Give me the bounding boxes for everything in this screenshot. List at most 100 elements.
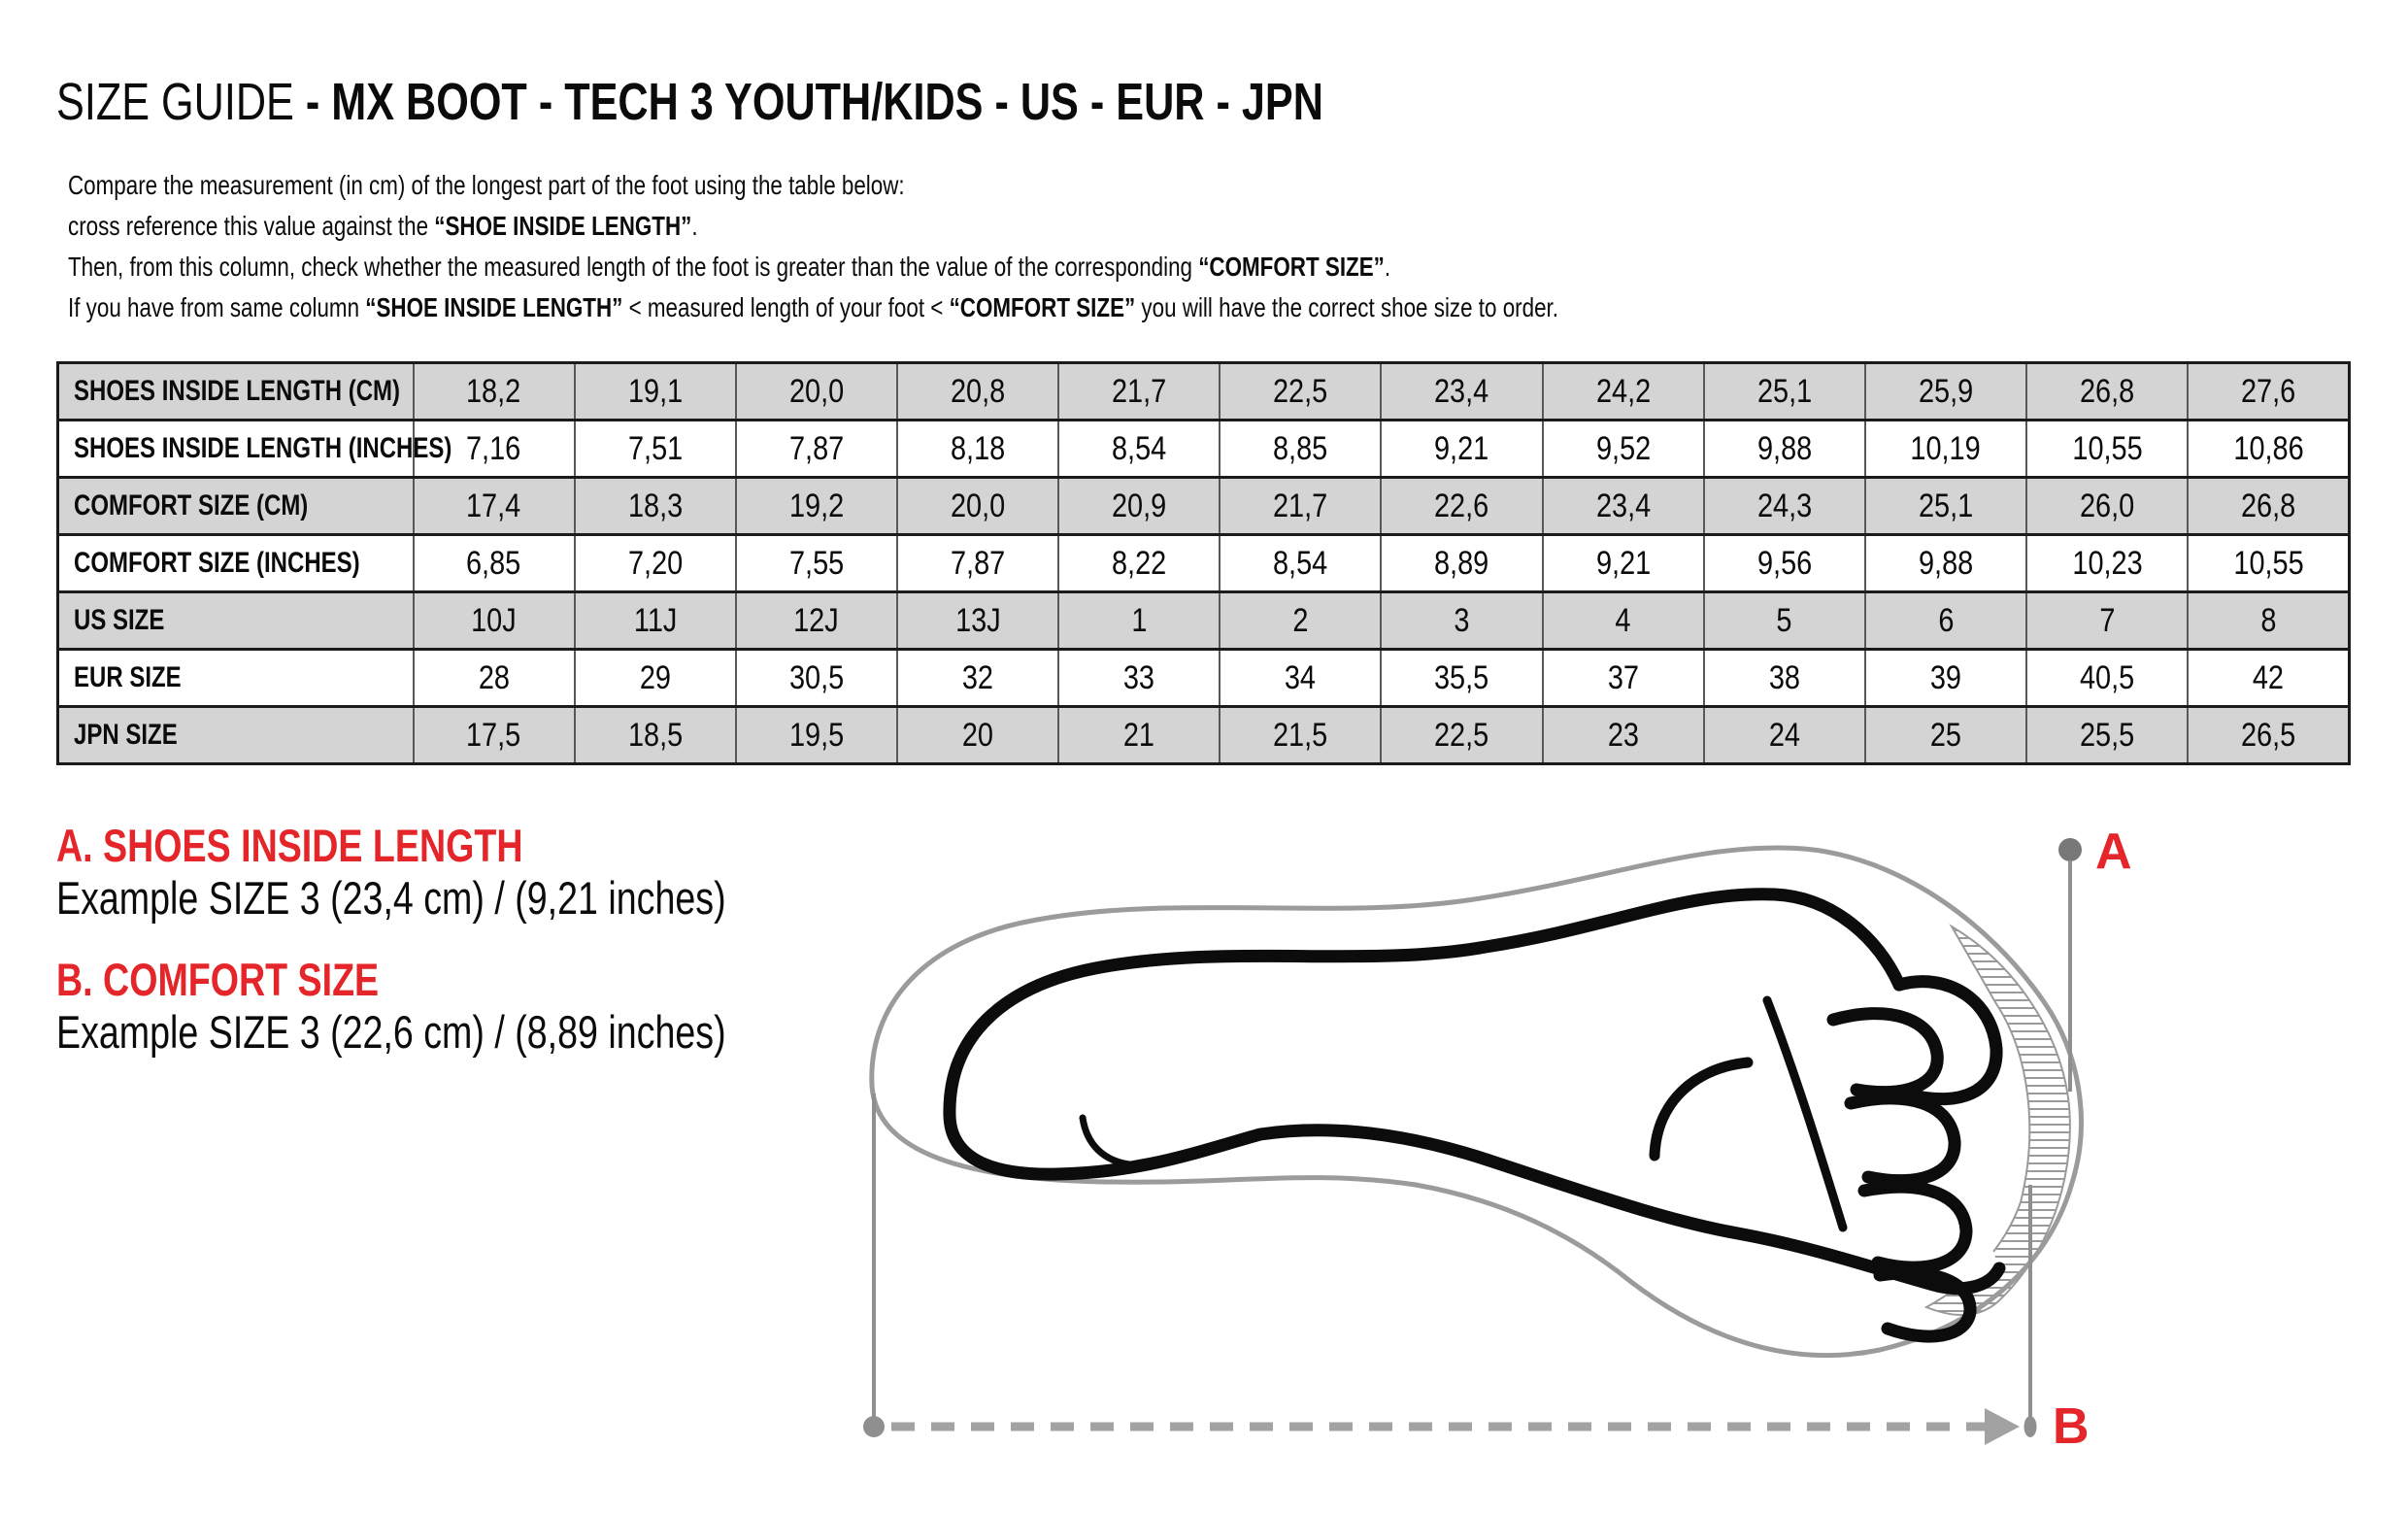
title-normal-part: SIZE GUIDE xyxy=(56,73,306,131)
intro-line-2-text: cross reference this value against the xyxy=(68,211,435,241)
foot-diagram-svg: A B xyxy=(863,824,2132,1455)
foot-measurement-diagram: A B xyxy=(833,794,2157,1498)
table-cell-value: 30,5 xyxy=(788,658,845,696)
table-cell: 4 xyxy=(1541,590,1705,651)
table-cell-value: 2 xyxy=(1292,601,1309,639)
table-row: COMFORT SIZE (CM) 17,4 18,3 19,2 20,0 20,9 21,… xyxy=(56,476,2351,536)
table-cell: 10,55 xyxy=(2025,419,2190,479)
table-cell: 20 xyxy=(895,705,1060,765)
foot-outline xyxy=(943,888,2006,1296)
table-cell-value: 7,20 xyxy=(627,544,683,582)
table-cell: 19,5 xyxy=(734,705,898,765)
table-cell: 21,5 xyxy=(1219,705,1383,765)
table-cell: 3 xyxy=(1380,590,1544,651)
intro-line-1: Compare the measurement (in cm) of the l… xyxy=(68,165,1931,206)
table-cell-value: 19,1 xyxy=(627,372,683,410)
table-cell-value: 27,6 xyxy=(2240,372,2296,410)
table-cell: 6 xyxy=(1863,590,2028,651)
table-cell-value: 23 xyxy=(1607,716,1639,754)
heel-crease-line xyxy=(1079,1114,1133,1168)
row-label-text: SHOES INSIDE LENGTH (CM) xyxy=(74,375,401,407)
table-cell: 20,0 xyxy=(734,361,898,421)
table-cell-value: 40,5 xyxy=(2080,658,2135,696)
table-cell: 8,54 xyxy=(1057,419,1221,479)
table-cell: 17,4 xyxy=(412,476,576,536)
intro-line-3: Then, from this column, check whether th… xyxy=(68,252,1391,282)
heel-guide-dot xyxy=(863,1416,885,1437)
table-cell-value: 20,8 xyxy=(950,372,1006,410)
table-cell: 18,5 xyxy=(573,705,737,765)
table-cell-value: 37 xyxy=(1607,658,1639,696)
table-cell: 10J xyxy=(412,590,576,651)
table-cell: 9,56 xyxy=(1702,533,1866,593)
section-shoes-inside-length: A. SHOES INSIDE LENGTH Example SIZE 3 (2… xyxy=(56,820,893,925)
table-cell-value: 10J xyxy=(471,601,517,639)
table-cell: 10,19 xyxy=(1863,419,2028,479)
table-cell: 19,2 xyxy=(734,476,898,536)
table-cell: 7,87 xyxy=(734,419,898,479)
table-cell-value: 9,21 xyxy=(1595,544,1651,582)
row-label: COMFORT SIZE (CM) xyxy=(56,476,415,536)
section-comfort-size: B. COMFORT SIZE Example SIZE 3 (22,6 cm)… xyxy=(56,954,893,1059)
table-cell-value: 32 xyxy=(961,658,994,696)
table-cell: 25,1 xyxy=(1702,361,1866,421)
intro-line-4-text: If you have from same column xyxy=(68,292,366,322)
table-cell: 26,8 xyxy=(2025,361,2190,421)
table-cell: 7,16 xyxy=(412,419,576,479)
table-cell-value: 39 xyxy=(1929,658,1962,696)
table-row: EUR SIZE 28 29 30,5 32 33 34 35,5 37 38 39 40,5 42 xyxy=(56,648,2351,708)
table-cell: 21,7 xyxy=(1219,476,1383,536)
table-cell-value: 23,4 xyxy=(1434,372,1489,410)
intro-line-4: If you have from same column “SHOE INSID… xyxy=(68,292,1558,322)
table-cell-value: 20,0 xyxy=(950,487,1006,524)
table-cell: 20,9 xyxy=(1057,476,1221,536)
table-cell-value: 10,19 xyxy=(1910,429,1982,467)
table-cell: 39 xyxy=(1863,648,2028,708)
third-toe-outline xyxy=(1844,1092,1961,1188)
table-cell-value: 9,21 xyxy=(1434,429,1489,467)
table-cell-value: 6,85 xyxy=(466,544,521,582)
table-cell-value: 4 xyxy=(1615,601,1631,639)
table-cell-value: 25,9 xyxy=(1918,372,1974,410)
table-cell-value: 20 xyxy=(961,716,994,754)
table-cell: 30,5 xyxy=(734,648,898,708)
table-cell-value: 10,23 xyxy=(2071,544,2143,582)
table-cell-value: 34 xyxy=(1285,658,1317,696)
table-cell: 24 xyxy=(1702,705,1866,765)
table-cell-value: 28 xyxy=(478,658,510,696)
table-cell: 9,21 xyxy=(1541,533,1705,593)
table-cell-value: 8,85 xyxy=(1273,429,1328,467)
table-cell: 19,1 xyxy=(573,361,737,421)
row-label: COMFORT SIZE (INCHES) xyxy=(56,533,415,593)
table-cell-value: 9,56 xyxy=(1756,544,1812,582)
comfort-size-term: “COMFORT SIZE” xyxy=(1198,252,1385,282)
table-cell-value: 22,5 xyxy=(1273,372,1328,410)
table-cell-value: 18,5 xyxy=(627,716,683,754)
table-cell: 8 xyxy=(2187,590,2351,651)
row-label: US SIZE xyxy=(56,590,415,651)
table-cell: 9,88 xyxy=(1702,419,1866,479)
table-cell: 25,1 xyxy=(1863,476,2028,536)
intro-line-1-text: Compare the measurement (in cm) of the l… xyxy=(68,170,905,200)
table-cell-value: 25,5 xyxy=(2080,716,2135,754)
table-cell-value: 17,5 xyxy=(466,716,521,754)
big-toe-outline xyxy=(1892,975,2003,1106)
shoe-inside-outline xyxy=(869,845,2084,1359)
table-cell: 8,85 xyxy=(1219,419,1383,479)
table-cell: 32 xyxy=(895,648,1060,708)
table-cell-value: 8,22 xyxy=(1112,544,1167,582)
table-cell-value: 18,3 xyxy=(627,487,683,524)
table-cell: 40,5 xyxy=(2025,648,2190,708)
table-cell-value: 8,89 xyxy=(1434,544,1489,582)
table-cell-value: 21,5 xyxy=(1273,716,1328,754)
row-label: SHOES INSIDE LENGTH (INCHES) xyxy=(56,419,452,479)
table-cell: 7 xyxy=(2025,590,2190,651)
table-cell: 22,5 xyxy=(1219,361,1383,421)
table-cell: 2 xyxy=(1219,590,1383,651)
intro-line-3-text: Then, from this column, check whether th… xyxy=(68,252,1199,282)
intro-text: Compare the measurement (in cm) of the l… xyxy=(68,165,1931,328)
table-cell-value: 8 xyxy=(2260,601,2277,639)
table-cell: 25 xyxy=(1863,705,2028,765)
table-cell: 34 xyxy=(1219,648,1383,708)
